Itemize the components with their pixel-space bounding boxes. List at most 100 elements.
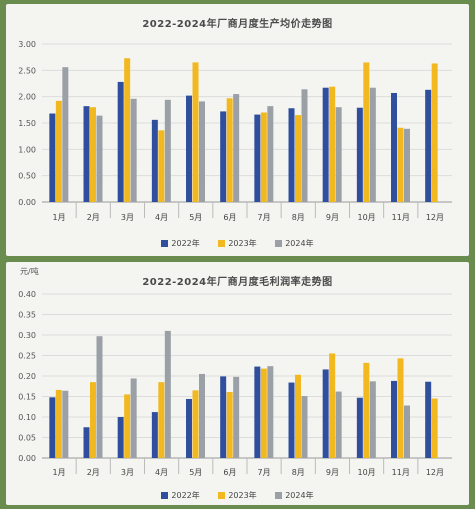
bar bbox=[55, 389, 62, 458]
bar bbox=[260, 112, 267, 202]
bar bbox=[425, 381, 432, 458]
x-tick-label: 3月 bbox=[121, 468, 134, 477]
bar bbox=[254, 114, 261, 202]
x-tick-label: 11月 bbox=[392, 213, 410, 222]
bar bbox=[151, 412, 158, 458]
legend-item: 2022年 bbox=[161, 238, 200, 249]
bar bbox=[431, 63, 438, 203]
bar bbox=[164, 99, 171, 202]
x-tick-label: 7月 bbox=[258, 468, 271, 477]
x-tick-label: 9月 bbox=[326, 468, 339, 477]
bar bbox=[83, 106, 90, 202]
y-tick-label: 0.40 bbox=[18, 290, 36, 299]
bar bbox=[335, 391, 342, 458]
bar bbox=[186, 398, 193, 458]
bar bbox=[295, 374, 301, 458]
legend-item: 2024年 bbox=[275, 238, 314, 249]
bar bbox=[226, 98, 233, 202]
x-tick-label: 10月 bbox=[357, 468, 375, 477]
bar bbox=[397, 358, 404, 458]
x-tick-label: 10月 bbox=[357, 213, 375, 222]
bar bbox=[49, 397, 56, 458]
y-tick-label: 2.50 bbox=[18, 66, 36, 75]
y-tick-label: 0.20 bbox=[18, 372, 36, 381]
x-tick-label: 4月 bbox=[155, 213, 168, 222]
bar bbox=[288, 382, 295, 458]
x-tick-label: 2月 bbox=[87, 468, 100, 477]
bar bbox=[198, 101, 205, 202]
x-tick-label: 5月 bbox=[189, 213, 202, 222]
x-tick-label: 2月 bbox=[87, 213, 100, 222]
x-tick-label: 4月 bbox=[155, 468, 168, 477]
bar bbox=[397, 127, 404, 202]
bar bbox=[356, 107, 363, 202]
bar bbox=[220, 376, 227, 458]
bar bbox=[130, 378, 137, 458]
chart-panel-top: 2022-2024年厂商月度生产均价走势图 0.00 0.50 1.00 1.50 2.… bbox=[6, 4, 469, 256]
y-tick-label: 0.25 bbox=[18, 352, 36, 361]
bar bbox=[55, 100, 62, 202]
bar bbox=[329, 86, 336, 202]
bar bbox=[96, 115, 103, 202]
bar bbox=[295, 115, 301, 202]
y-tick-label: 0.15 bbox=[18, 393, 36, 402]
x-tick-label: 7月 bbox=[258, 213, 271, 222]
bar bbox=[151, 119, 158, 202]
y-tick-label: 0.30 bbox=[18, 331, 36, 340]
y-tick-label: 3.00 bbox=[18, 40, 36, 49]
bar bbox=[301, 89, 308, 202]
bar bbox=[220, 111, 227, 202]
bar bbox=[288, 108, 295, 202]
y-tick-label: 0.05 bbox=[18, 434, 36, 443]
x-tick-label: 1月 bbox=[53, 213, 66, 222]
bar bbox=[164, 330, 171, 458]
legend-item: 2022年 bbox=[161, 490, 200, 501]
bar bbox=[186, 95, 193, 202]
bar bbox=[192, 62, 199, 202]
bar bbox=[356, 397, 363, 458]
x-tick-label: 3月 bbox=[121, 213, 134, 222]
bar bbox=[363, 362, 370, 458]
x-tick-label: 6月 bbox=[223, 213, 236, 222]
bar bbox=[124, 394, 131, 458]
bar bbox=[363, 62, 370, 202]
legend: 2022年 2023年 2024年 bbox=[6, 238, 469, 249]
x-tick-label: 9月 bbox=[326, 213, 339, 222]
bar-chart-bottom: 0.00 0.05 0.10 0.15 0.20 0.25 0.30 0.35 0.40 1月 2月… bbox=[18, 290, 452, 477]
x-tick-label: 11月 bbox=[392, 468, 410, 477]
bar bbox=[192, 390, 199, 458]
bar bbox=[233, 94, 240, 202]
bar bbox=[260, 368, 267, 458]
chart-title: 2022-2024年厂商月度毛利润率走势图 bbox=[142, 277, 333, 288]
bar bbox=[130, 98, 137, 202]
x-tick-label: 8月 bbox=[292, 213, 305, 222]
legend: 2022年 2023年 2024年 bbox=[6, 490, 469, 501]
bar bbox=[369, 381, 376, 458]
y-tick-label: 0.00 bbox=[18, 198, 36, 207]
bar bbox=[267, 106, 274, 202]
y-tick-label: 2.00 bbox=[18, 93, 36, 102]
y-tick-label: 0.10 bbox=[18, 413, 36, 422]
bar bbox=[335, 107, 342, 202]
y-axis-unit: 元/吨 bbox=[20, 267, 39, 276]
bar bbox=[90, 382, 96, 458]
y-tick-label: 0.35 bbox=[18, 311, 36, 320]
bar bbox=[267, 366, 274, 458]
x-tick-label: 8月 bbox=[292, 468, 305, 477]
bar bbox=[62, 67, 69, 202]
bar bbox=[62, 390, 69, 458]
bar bbox=[124, 58, 131, 202]
bar bbox=[425, 89, 432, 202]
bar bbox=[329, 353, 336, 458]
bar bbox=[198, 373, 205, 458]
y-tick-label: 1.50 bbox=[18, 119, 36, 128]
bar bbox=[117, 81, 124, 202]
legend-item: 2024年 bbox=[275, 490, 314, 501]
bar bbox=[369, 87, 376, 202]
bar bbox=[391, 380, 398, 458]
bar bbox=[83, 427, 90, 458]
legend-item: 2023年 bbox=[218, 490, 257, 501]
bar bbox=[403, 128, 410, 202]
bar bbox=[322, 87, 329, 202]
bar bbox=[226, 391, 233, 458]
